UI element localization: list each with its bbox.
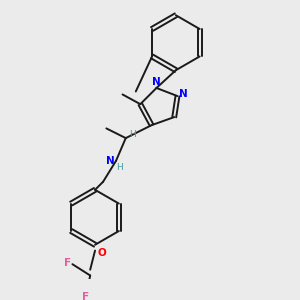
Text: H: H	[117, 163, 123, 172]
Text: O: O	[98, 248, 106, 258]
Text: N: N	[152, 77, 161, 88]
Text: N: N	[106, 156, 115, 166]
Text: H: H	[130, 130, 136, 139]
Text: F: F	[82, 292, 89, 300]
Text: N: N	[179, 89, 188, 99]
Text: F: F	[64, 258, 71, 268]
